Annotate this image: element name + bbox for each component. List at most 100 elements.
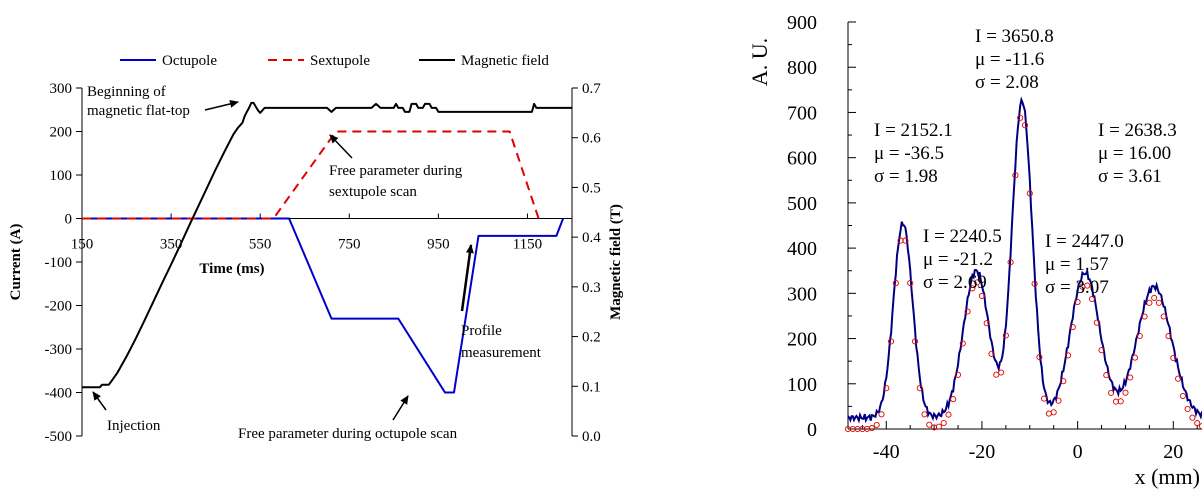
fit-point: [1103, 372, 1110, 379]
fit-label-mu: μ = -21.2: [923, 249, 993, 270]
y-tick-label: -500: [45, 429, 73, 445]
x-tick-label: -20: [969, 441, 996, 463]
y2-tick-label: 0.0: [582, 429, 601, 445]
y2-tick-label: 0.3: [582, 280, 601, 296]
fit-point: [1155, 299, 1162, 306]
annotation-arrow: [460, 244, 474, 312]
fit-point: [1189, 414, 1196, 421]
fit-point: [888, 338, 895, 345]
fit-point: [1012, 172, 1019, 179]
fit-point: [1146, 299, 1153, 306]
x-axis-title: Time (ms): [199, 261, 264, 277]
fit-point: [1050, 409, 1057, 416]
annotation-arrow: [392, 395, 409, 421]
annotation-arrow: [92, 391, 107, 411]
fit-point: [1175, 375, 1182, 382]
x-tick-label: 950: [427, 237, 450, 253]
fit-point: [1069, 324, 1076, 331]
fit-point: [974, 279, 981, 286]
fit-point: [1127, 374, 1134, 381]
x-tick-label: 20: [1163, 441, 1183, 463]
fit-label-I: I = 3650.8: [975, 26, 1054, 47]
y-tick-label: 100: [787, 374, 817, 396]
annotation-flat-top-line1: Beginning of: [87, 84, 166, 100]
series-group: [82, 101, 572, 394]
fit-point: [907, 280, 914, 287]
fit-label-I: I = 2447.0: [1045, 231, 1124, 252]
fit-point: [978, 292, 985, 299]
legend-label: Octupole: [162, 53, 217, 69]
fit-point: [1021, 122, 1029, 129]
fit-label-sigma: σ = 3.61: [1098, 166, 1162, 187]
fit-point: [1002, 332, 1009, 339]
left-chart: Octupole Sextupole Magnetic field 300 200 10…: [8, 53, 624, 445]
fit-point: [1055, 397, 1062, 404]
annotation-profile-line2: measurement: [461, 345, 542, 361]
y-tick-label: 0: [807, 419, 817, 441]
annotation-profile-line1: Profile: [461, 323, 502, 339]
fit-point: [1108, 389, 1115, 396]
annotation-arrow: [329, 134, 353, 159]
fit-label-mu: μ = 16.00: [1098, 143, 1171, 164]
series-group: [844, 96, 1202, 433]
fit-point: [1007, 259, 1014, 266]
fit-point: [983, 320, 990, 327]
annotation-sextupole-line2: sextupole scan: [329, 184, 417, 200]
fit-label-sigma: σ = 2.08: [975, 72, 1039, 93]
y-tick-label: 500: [787, 193, 817, 215]
fit-label-mu: μ = -11.6: [975, 49, 1044, 70]
annotation-arrow: [204, 99, 239, 111]
fit-point: [1184, 405, 1191, 413]
fit-point: [1151, 294, 1158, 301]
y-tick-label: 200: [50, 125, 73, 141]
fit-point: [950, 396, 957, 403]
y2-tick-label: 0.4: [582, 230, 601, 246]
fit-point: [1179, 392, 1186, 400]
y-tick-label: 100: [50, 168, 73, 184]
fit-point: [1084, 282, 1091, 289]
annotation-sextupole-line1: Free parameter during: [329, 163, 463, 179]
fit-point: [902, 237, 909, 244]
y2-tick-label: 0.6: [582, 131, 601, 147]
fit-label-mu: μ = 1.57: [1045, 254, 1109, 275]
fit-point: [1060, 378, 1067, 385]
right-chart: 900 800 700 600 500 400 300 200 100 0 -40 -20 0 20x (…: [747, 12, 1202, 489]
fit-point: [1165, 333, 1172, 340]
fit-point: [998, 369, 1005, 376]
fit-label-sigma: σ = 3.07: [1045, 277, 1109, 298]
fit-point: [1041, 395, 1048, 402]
y-axis-title: A. U.: [747, 38, 772, 86]
fit-label-sigma: σ = 1.98: [874, 166, 938, 187]
y2-axis-title: Magnetic field (T): [608, 204, 624, 320]
fit-point: [859, 425, 866, 433]
x-tick-label: -40: [873, 441, 900, 463]
annotation-flat-top-line2: magnetic flat-top: [87, 103, 190, 119]
fit-point: [1036, 354, 1043, 361]
fit-point: [993, 371, 1000, 378]
fit-point: [921, 411, 928, 418]
fit-point: [1117, 398, 1124, 405]
fit-label-mu: μ = -36.5: [874, 143, 944, 164]
y-tick-label: 600: [787, 148, 817, 170]
fit-point: [1093, 319, 1100, 326]
y2-tick-label: 0.7: [582, 81, 601, 97]
fit-point: [988, 350, 995, 357]
fit-point: [878, 411, 885, 418]
fit-point: [1122, 389, 1129, 396]
y-tick-label: 300: [787, 283, 817, 305]
annotations: Beginning of magnetic flat-top Free parame…: [87, 84, 542, 442]
fit-point: [954, 371, 962, 378]
fit-point: [926, 421, 933, 428]
annotation-octupole: Free parameter during octupole scan: [238, 426, 458, 442]
fit-point: [1031, 280, 1038, 287]
axes: 300 200 100 0 -100 -200 -300 -400 -500 0.7 0.6 0.5 0…: [8, 81, 624, 445]
fit-point: [1136, 332, 1143, 340]
legend-label: Sextupole: [310, 53, 370, 69]
fit-point: [969, 285, 976, 292]
y-tick-label: -400: [45, 386, 73, 402]
fit-point: [916, 385, 923, 392]
fit-point: [940, 419, 947, 427]
y-tick-label: 0: [65, 212, 73, 228]
x-tick-label: 150: [71, 237, 94, 253]
